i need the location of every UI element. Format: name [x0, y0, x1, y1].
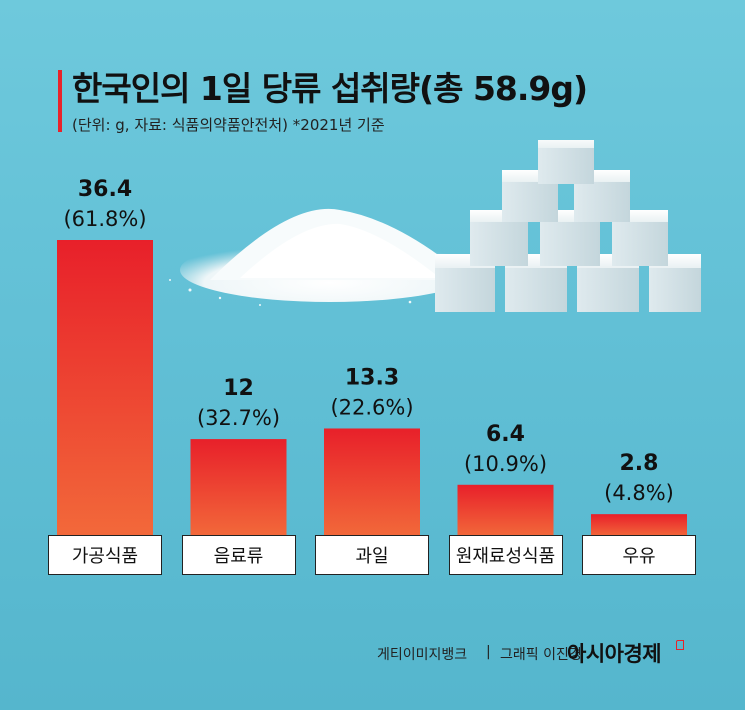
bar-과일 [324, 428, 420, 537]
bar-우유 [591, 514, 687, 537]
brand-logo-text: 아시아경제 [567, 642, 662, 666]
bar-원재료성식품 [457, 484, 554, 537]
percent-label: (22.6%) [330, 395, 413, 419]
value-label: 6.4 [486, 422, 525, 447]
title-accent-bar [58, 70, 62, 132]
value-label: 13.3 [345, 365, 399, 390]
category-label: 과일 [315, 535, 429, 575]
bar-음료류 [190, 439, 287, 537]
value-label: 12 [223, 376, 254, 401]
category-label: 원재료성식품 [448, 535, 563, 575]
category-label: 가공식품 [48, 535, 162, 575]
page-title: 한국인의 1일 당류 섭취량(총 58.9g) [72, 69, 588, 108]
photo-credit: 게티이미지뱅크 [377, 647, 468, 663]
credit-separator: | [486, 644, 491, 660]
category-label: 음료류 [181, 535, 296, 575]
percent-label: (61.8%) [63, 207, 146, 231]
value-label: 36.4 [78, 177, 132, 202]
percent-label: (10.9%) [464, 452, 547, 476]
page-subtitle: (단위: g, 자료: 식품의약품안전처) *2021년 기준 [72, 116, 385, 134]
sugar-illustration [169, 140, 701, 312]
percent-label: (32.7%) [197, 406, 280, 430]
graphic-credit: 그래픽 이진경 [500, 647, 582, 663]
value-label: 2.8 [620, 451, 659, 476]
category-label: 우유 [582, 535, 696, 575]
brand-flag-icon [676, 640, 684, 650]
bar-가공식품 [57, 240, 153, 537]
percent-label: (4.8%) [604, 481, 674, 505]
